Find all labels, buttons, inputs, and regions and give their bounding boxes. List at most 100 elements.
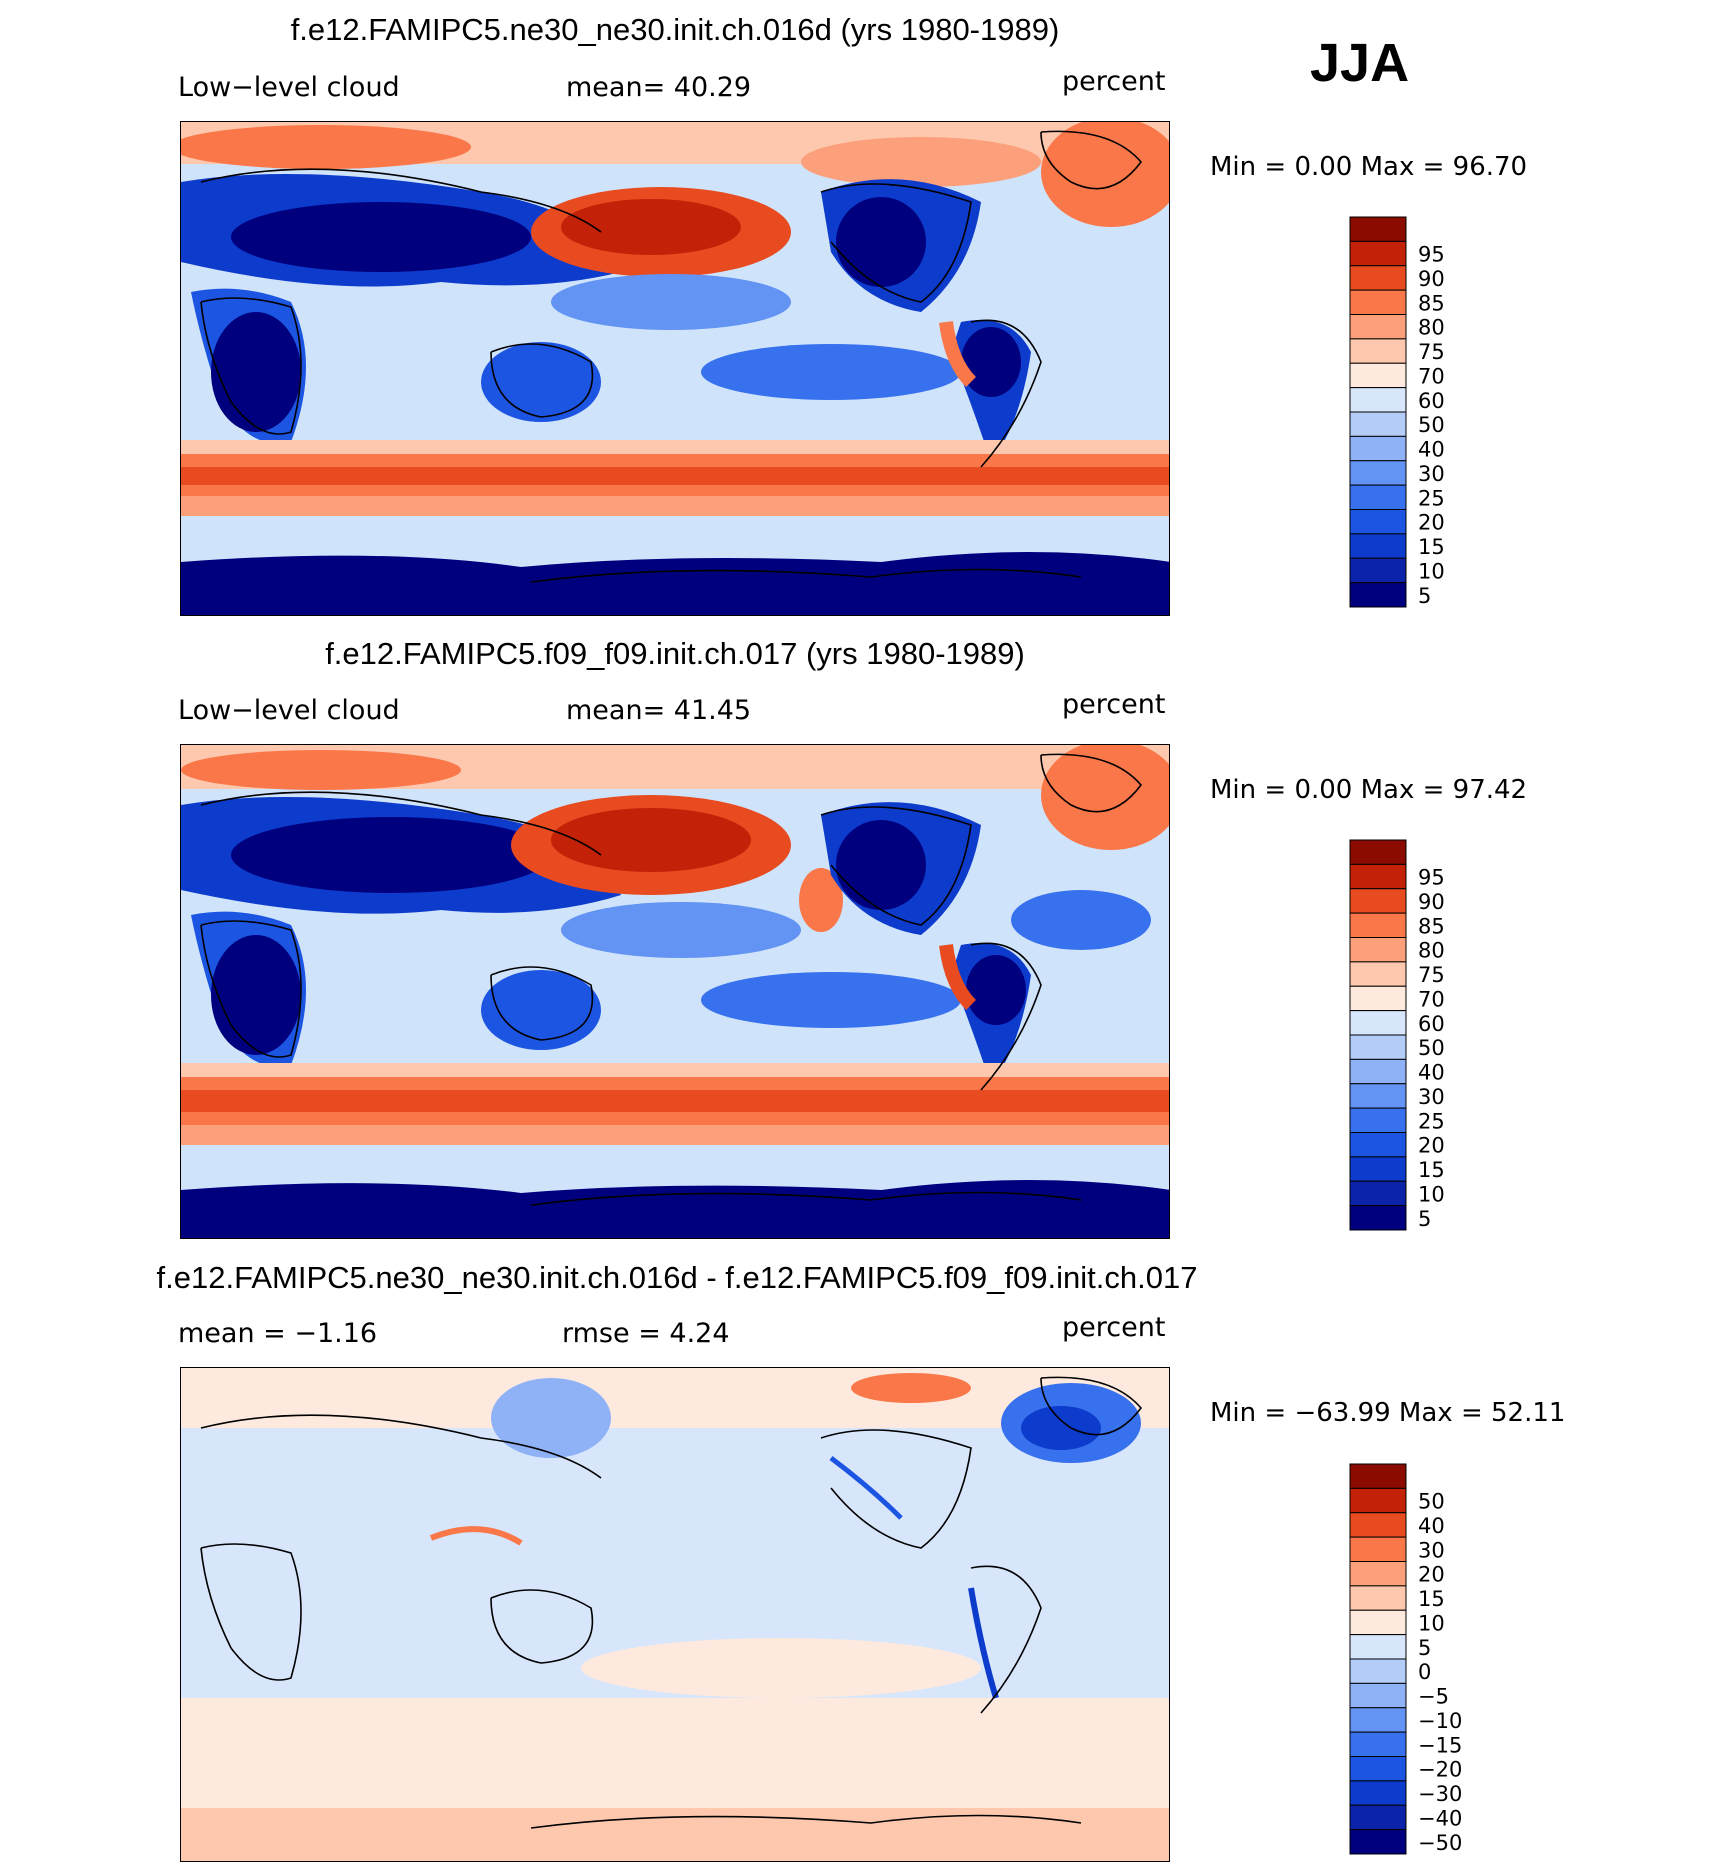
- panel-2-mean-label: mean= 41.45: [566, 695, 752, 726]
- colorbar-3-tick-label: 15: [1418, 1587, 1445, 1611]
- colorbar-2-swatch: [1349, 1107, 1407, 1133]
- colorbar-2-tick-label: 15: [1418, 1158, 1445, 1182]
- colorbar-3-swatch: [1349, 1756, 1407, 1782]
- panel-1-variable-label: Low−level cloud: [178, 72, 400, 103]
- colorbar-2-tick-label: 95: [1418, 866, 1445, 890]
- colorbar-1-swatch: [1349, 460, 1407, 486]
- colorbar-1-tick-label: 75: [1418, 340, 1445, 364]
- colorbar-1-swatch: [1349, 338, 1407, 364]
- colorbar-1-tick-label: 50: [1418, 413, 1445, 437]
- colorbar-1-swatch: [1349, 265, 1407, 291]
- colorbar-3-swatch: [1349, 1585, 1407, 1611]
- colorbar-3-tick-label: −10: [1418, 1709, 1462, 1733]
- colorbar-2-tick-label: 60: [1418, 1012, 1445, 1036]
- colorbar-2-swatch: [1349, 863, 1407, 890]
- panel-1-min-max: Min = 0.00 Max = 96.70: [1210, 152, 1528, 182]
- colorbar-3-tick-label: 30: [1418, 1538, 1445, 1562]
- panel-2-colorbar: 5 10 15 20 25 30 40 50 60 70 75 80 85 90 95: [1349, 839, 1470, 1231]
- colorbar-3-swatch: [1349, 1682, 1407, 1709]
- colorbar-3-swatch: [1349, 1731, 1407, 1757]
- panel-2-variable-label: Low−level cloud: [178, 695, 400, 726]
- colorbar-2-swatch: [1349, 1058, 1407, 1085]
- colorbar-3-swatch: [1349, 1487, 1407, 1514]
- colorbar-3-swatch: [1349, 1804, 1407, 1831]
- colorbar-1-tick-label: 95: [1418, 243, 1445, 267]
- colorbar-2-swatch: [1349, 888, 1407, 914]
- colorbar-1-swatch: [1349, 362, 1407, 389]
- colorbar-2-tick-label: 85: [1418, 914, 1445, 938]
- colorbar-3-swatch: [1349, 1780, 1407, 1806]
- colorbar-1-tick-label: 90: [1418, 267, 1445, 291]
- panel-3-units-label: percent: [1062, 1312, 1166, 1343]
- colorbar-2-swatch: [1349, 1132, 1407, 1158]
- colorbar-1-tick-label: 30: [1418, 462, 1445, 486]
- panel-2-units-label: percent: [1062, 689, 1166, 720]
- colorbar-3-tick-label: −5: [1418, 1685, 1449, 1709]
- colorbar-1-tick-label: 20: [1418, 511, 1445, 535]
- colorbar-3-swatch: [1349, 1829, 1407, 1855]
- colorbar-3-tick-label: −15: [1418, 1733, 1462, 1757]
- panel-3-map-field: [181, 1368, 1169, 1861]
- colorbar-1-swatch: [1349, 411, 1407, 437]
- colorbar-3-tick-label: 5: [1418, 1636, 1431, 1660]
- colorbar-3-swatch: [1349, 1561, 1407, 1587]
- panel-3-mean-label: mean = −1.16: [178, 1318, 378, 1349]
- colorbar-3-swatch: [1349, 1707, 1407, 1733]
- colorbar-2-tick-label: 10: [1418, 1182, 1445, 1206]
- colorbar-1-tick-label: 85: [1418, 291, 1445, 315]
- colorbar-2-tick-label: 25: [1418, 1109, 1445, 1133]
- panel-2-min-max: Min = 0.00 Max = 97.42: [1210, 775, 1528, 805]
- colorbar-3-tick-label: 0: [1418, 1660, 1431, 1684]
- colorbar-2-swatch: [1349, 1156, 1407, 1182]
- colorbar-3-swatch: [1349, 1609, 1407, 1636]
- colorbar-1-swatch: [1349, 289, 1407, 315]
- colorbar-2-swatch: [1349, 985, 1407, 1012]
- panel-2-map: [180, 744, 1170, 1239]
- panel-1-title: f.e12.FAMIPC5.ne30_ne30.init.ch.016d (yr…: [290, 12, 1060, 47]
- colorbar-3-swatch: [1349, 1463, 1407, 1489]
- panel-1-map-field: [181, 122, 1169, 615]
- colorbar-3-tick-label: 10: [1418, 1611, 1445, 1635]
- panel-3-rmse-label: rmse = 4.24: [562, 1318, 730, 1349]
- colorbar-2-swatch: [1349, 1034, 1407, 1060]
- colorbar-1-tick-label: 80: [1418, 316, 1445, 340]
- colorbar-2-swatch: [1349, 961, 1407, 987]
- colorbar-2-tick-label: 5: [1418, 1207, 1431, 1231]
- colorbar-3-tick-label: −20: [1418, 1758, 1462, 1782]
- colorbar-2-tick-label: 70: [1418, 987, 1445, 1011]
- colorbar-2-tick-label: 75: [1418, 963, 1445, 987]
- colorbar-1-swatch: [1349, 557, 1407, 584]
- season-label: JJA: [1310, 33, 1410, 93]
- colorbar-3-tick-label: −50: [1418, 1831, 1462, 1855]
- colorbar-1-swatch: [1349, 240, 1407, 267]
- colorbar-1-swatch: [1349, 582, 1407, 608]
- panel-2-map-field: [181, 745, 1169, 1238]
- colorbar-1-tick-label: 60: [1418, 389, 1445, 413]
- panel-1-units-label: percent: [1062, 66, 1166, 97]
- panel-3-colorbar: −50 −40 −30 −20 −15 −10 −5 0 5 10 15 20 30 40 50: [1349, 1463, 1470, 1855]
- colorbar-2-tick-label: 20: [1418, 1134, 1445, 1158]
- colorbar-1-swatch: [1349, 533, 1407, 559]
- colorbar-2-swatch: [1349, 1010, 1407, 1036]
- colorbar-3-tick-label: 50: [1418, 1490, 1445, 1514]
- colorbar-3-tick-label: −30: [1418, 1782, 1462, 1806]
- colorbar-1-tick-label: 25: [1418, 486, 1445, 510]
- colorbar-1-swatch: [1349, 387, 1407, 413]
- colorbar-2-tick-label: 80: [1418, 939, 1445, 963]
- colorbar-1-tick-label: 10: [1418, 559, 1445, 583]
- colorbar-1-tick-label: 70: [1418, 364, 1445, 388]
- colorbar-3-swatch: [1349, 1634, 1407, 1660]
- colorbar-3-tick-label: 40: [1418, 1514, 1445, 1538]
- colorbar-2-tick-label: 30: [1418, 1085, 1445, 1109]
- colorbar-2-swatch: [1349, 1180, 1407, 1207]
- colorbar-2-swatch: [1349, 839, 1407, 865]
- colorbar-1-tick-label: 15: [1418, 535, 1445, 559]
- colorbar-1-tick-label: 5: [1418, 584, 1431, 608]
- colorbar-1-swatch: [1349, 484, 1407, 510]
- colorbar-2-swatch: [1349, 937, 1407, 963]
- colorbar-3-swatch: [1349, 1658, 1407, 1684]
- panel-2-title: f.e12.FAMIPC5.f09_f09.init.ch.017 (yrs 1…: [325, 636, 1025, 671]
- colorbar-2-tick-label: 50: [1418, 1036, 1445, 1060]
- colorbar-1-swatch: [1349, 314, 1407, 340]
- colorbar-3-swatch: [1349, 1512, 1407, 1538]
